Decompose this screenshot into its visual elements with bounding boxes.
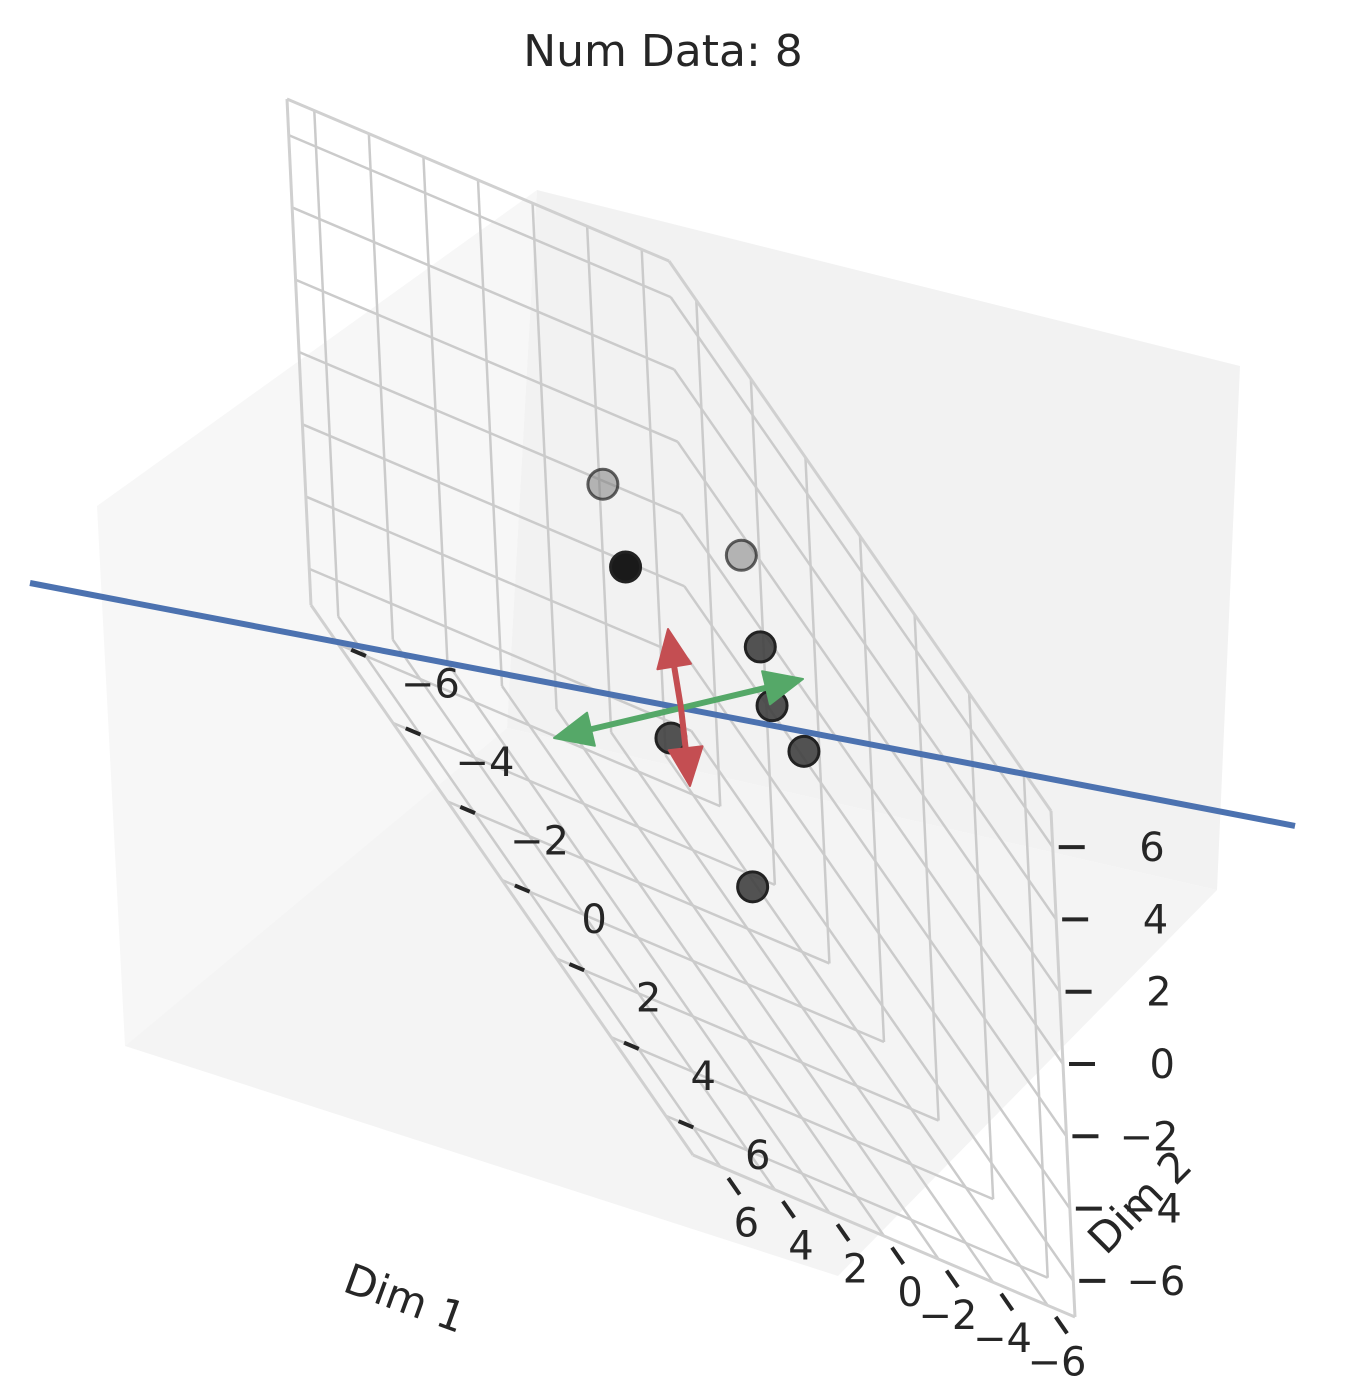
grid-line-z-back — [669, 296, 1054, 848]
x-tick-label: −2 — [510, 818, 569, 864]
pane-edge — [286, 97, 670, 263]
grid-line-z-back — [690, 730, 1075, 1282]
grid-line-y-floor — [500, 685, 886, 1237]
y-tick — [781, 1200, 796, 1219]
y-tick-label: 6 — [734, 1200, 759, 1246]
x-tick-label: 2 — [636, 976, 661, 1022]
z-tick-label: 4 — [1143, 897, 1168, 943]
x-tick-label: 6 — [745, 1133, 770, 1179]
y-tick-label: −2 — [918, 1293, 977, 1339]
z-tick-label: 0 — [1150, 1042, 1175, 1088]
axis-edges — [285, 97, 1077, 1319]
z-tick-label: −2 — [1119, 1114, 1178, 1160]
z-tick-label: 6 — [1139, 825, 1164, 871]
x-tick — [404, 726, 422, 737]
grid-line-z-side — [295, 278, 679, 443]
x-tick-label: −4 — [455, 740, 514, 786]
y-axis-edge — [692, 1153, 1076, 1319]
data-point — [787, 734, 821, 768]
grid-line-z-back — [683, 585, 1068, 1137]
y-tick-label: −4 — [973, 1316, 1032, 1362]
grid-line-z-side — [291, 206, 675, 371]
z-tick-label: −6 — [1126, 1259, 1185, 1305]
x-axis-label: Dim 1 — [338, 1254, 472, 1343]
data-point — [743, 630, 777, 664]
grid-line-z-back — [679, 513, 1065, 1065]
y-tick — [890, 1246, 906, 1266]
x-tick — [623, 1040, 640, 1051]
grid-line-y-floor — [610, 731, 995, 1284]
x-tick — [514, 883, 531, 894]
data-point — [609, 550, 643, 584]
grid-line-z-side — [308, 567, 692, 733]
red-arrow-shaft — [678, 707, 689, 749]
grid-line-y-floor — [664, 754, 1049, 1307]
grid-line-y-floor — [555, 708, 940, 1260]
x-tick-label: 0 — [581, 897, 606, 943]
grid-line-z-back — [676, 440, 1061, 993]
grid-line-y-floor — [391, 639, 776, 1191]
x-tick — [677, 1119, 695, 1130]
data-point — [586, 467, 620, 501]
y-tick — [999, 1292, 1015, 1312]
x-tick-label: −6 — [401, 661, 460, 707]
plot-data — [29, 467, 1296, 904]
y-tick-label: −6 — [1028, 1339, 1087, 1385]
pane-edge — [667, 260, 1053, 812]
grid-line-z-back — [686, 657, 1071, 1210]
z-tick-label: −4 — [1123, 1187, 1182, 1233]
y-tick — [1054, 1315, 1069, 1335]
principal-line — [29, 580, 1296, 829]
grid-line-y-floor — [446, 662, 831, 1214]
y-tick-label: 0 — [897, 1270, 922, 1316]
x-tick-label: 4 — [690, 1054, 715, 1100]
x-tick — [568, 962, 585, 973]
data-point — [724, 538, 758, 572]
z-tick-label: 2 — [1146, 970, 1171, 1016]
y-tick — [726, 1176, 742, 1196]
x-tick — [350, 647, 367, 658]
tick-marks — [350, 647, 1106, 1335]
red-arrow-shaft — [671, 666, 684, 709]
x-axis-edge — [309, 604, 695, 1156]
y-tick — [835, 1223, 851, 1242]
grid-lines — [288, 110, 1075, 1307]
pane-edge — [285, 98, 313, 606]
y-tick-label: 4 — [788, 1224, 813, 1270]
grid-line-z-side — [288, 133, 672, 299]
z-axis-edge — [1049, 810, 1077, 1318]
chart-title: Num Data: 8 — [523, 26, 803, 77]
floor-pane — [125, 728, 1217, 1276]
grid-line-z-side — [305, 495, 689, 660]
red-arrow — [656, 628, 704, 787]
green-arrow-shaft — [680, 684, 767, 711]
y-tick-label: 2 — [843, 1247, 868, 1293]
back-pane — [507, 190, 1240, 890]
left-pane — [97, 190, 537, 1046]
data-point — [736, 870, 770, 904]
y-tick — [944, 1269, 960, 1289]
green-arrow-shaft — [590, 705, 682, 733]
green-arrow-head — [761, 670, 804, 706]
grid-line-z-back — [673, 368, 1058, 921]
green-arrow — [553, 670, 804, 747]
x-tick — [459, 805, 476, 815]
